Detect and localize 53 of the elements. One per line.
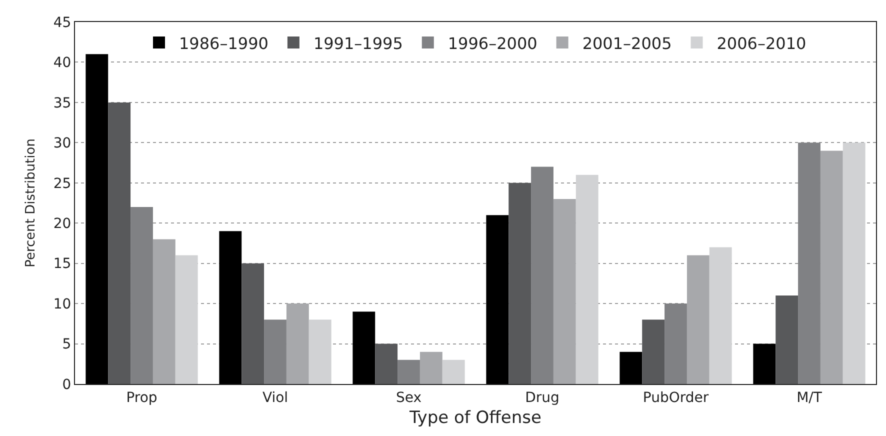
bar bbox=[286, 304, 309, 384]
bar bbox=[86, 54, 108, 384]
bar bbox=[375, 344, 398, 384]
bar bbox=[420, 352, 442, 384]
bar bbox=[175, 255, 198, 384]
y-tick-label: 15 bbox=[53, 256, 72, 272]
bar bbox=[776, 296, 798, 384]
y-tick-label: 0 bbox=[62, 376, 72, 393]
legend-label: 2001–2005 bbox=[582, 34, 672, 53]
x-tick-label: Prop bbox=[126, 390, 158, 406]
bar bbox=[219, 231, 242, 384]
y-tick-label: 20 bbox=[53, 216, 72, 232]
bar bbox=[486, 215, 509, 384]
legend-label: 1986–1990 bbox=[179, 34, 268, 53]
bar bbox=[709, 247, 732, 384]
bar bbox=[152, 239, 176, 384]
y-tick-label: 5 bbox=[62, 336, 72, 353]
y-axis-title: Percent Distribution bbox=[23, 138, 38, 268]
bar bbox=[398, 360, 420, 384]
bar bbox=[352, 312, 376, 384]
bar bbox=[308, 320, 332, 384]
bar bbox=[753, 344, 776, 384]
bar bbox=[130, 207, 153, 384]
x-tick-label: PubOrder bbox=[642, 390, 709, 406]
bar bbox=[620, 352, 642, 384]
y-tick-label: 25 bbox=[53, 176, 72, 192]
bar bbox=[531, 166, 554, 384]
y-tick-label: 30 bbox=[53, 136, 72, 152]
x-axis-title: Type of Offense bbox=[408, 408, 542, 428]
bar bbox=[242, 263, 264, 384]
bar bbox=[442, 360, 465, 384]
y-tick-label: 45 bbox=[53, 14, 72, 31]
bar bbox=[798, 142, 820, 384]
y-tick-label: 40 bbox=[53, 55, 72, 72]
x-tick-label: Drug bbox=[525, 390, 560, 406]
bar bbox=[664, 304, 687, 384]
bar bbox=[820, 150, 843, 384]
legend-label: 1996–2000 bbox=[448, 34, 538, 53]
legend-label: 1991–1995 bbox=[313, 34, 403, 53]
y-tick-label: 10 bbox=[53, 296, 72, 312]
bar bbox=[642, 320, 665, 384]
bar bbox=[508, 182, 532, 384]
bar bbox=[842, 142, 866, 384]
x-tick-label: Viol bbox=[262, 390, 288, 406]
x-tick-label: Sex bbox=[396, 390, 422, 406]
x-tick-label: M/T bbox=[796, 390, 822, 406]
y-tick-label: 35 bbox=[53, 95, 72, 112]
bar bbox=[576, 174, 598, 384]
bar bbox=[264, 320, 286, 384]
bar bbox=[108, 102, 131, 384]
legend-label: 2006–2010 bbox=[716, 34, 806, 53]
bar bbox=[553, 198, 576, 384]
bar bbox=[686, 255, 710, 384]
